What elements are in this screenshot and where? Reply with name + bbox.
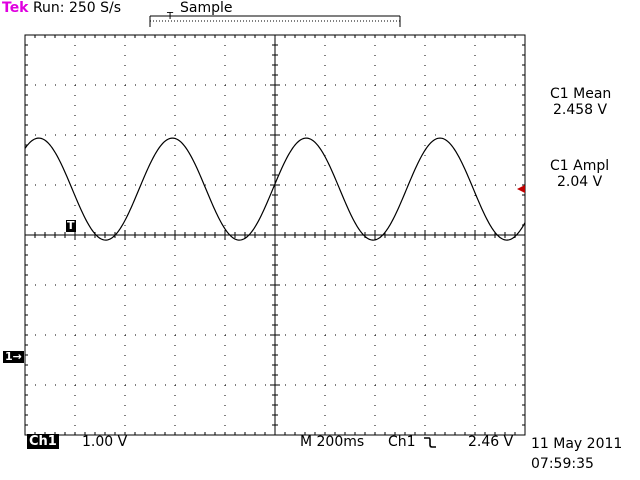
status-bar: Tek Run: 250 S/s	[2, 0, 121, 16]
trigger-position-marker: T	[167, 11, 174, 22]
falling-edge-icon	[424, 437, 436, 448]
measurement-2-value: 2.04 V	[557, 174, 603, 190]
channel-1-waveform	[24, 137, 526, 241]
trigger-level-arrow	[517, 185, 525, 193]
time: 07:59:35	[531, 456, 594, 472]
timebase: M 200ms	[300, 434, 365, 450]
channel-1-ground-marker: 1→	[3, 350, 24, 363]
channel-label: Ch1	[27, 434, 59, 449]
measurement-1-value: 2.458 V	[553, 102, 608, 118]
date: 11 May 2011	[531, 436, 623, 452]
measurement-2-label: C1 Ampl	[550, 158, 610, 174]
record-bracket	[149, 15, 401, 27]
trigger-source: Ch1	[388, 434, 416, 450]
acquisition-mode: Sample	[180, 0, 233, 16]
trigger-marker: T	[66, 219, 76, 232]
run-status: Run: 250 S/s	[32, 0, 122, 16]
volts-per-div: 1.00 V	[82, 434, 128, 450]
brand-logo: Tek	[2, 0, 29, 16]
measurement-1-label: C1 Mean	[550, 86, 612, 102]
trigger-level: 2.46 V	[468, 434, 514, 450]
